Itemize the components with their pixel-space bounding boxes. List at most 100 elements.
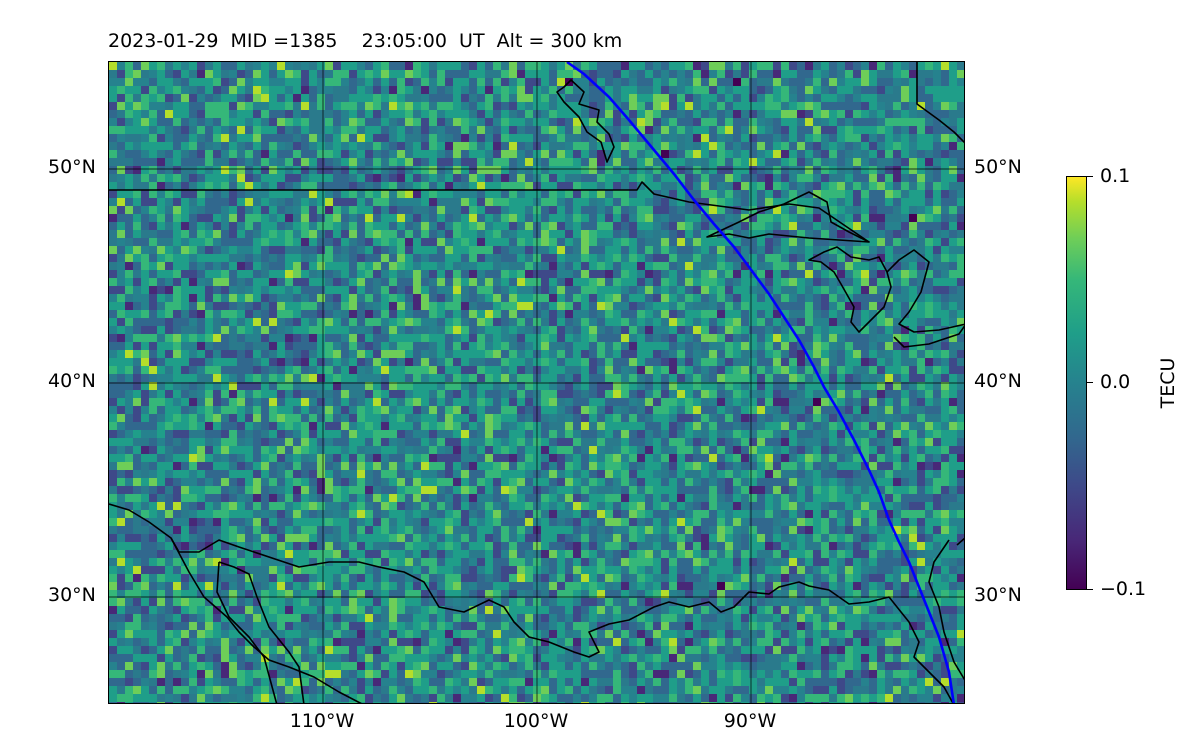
heatmap-cell (869, 174, 877, 182)
heatmap-cell (293, 254, 301, 262)
heatmap-cell (629, 182, 637, 190)
heatmap-cell (685, 222, 693, 230)
heatmap-cell (213, 118, 221, 126)
heatmap-cell (293, 358, 301, 366)
heatmap-cell (805, 326, 813, 334)
heatmap-cell (469, 198, 477, 206)
heatmap-cell (381, 382, 389, 390)
heatmap-cell (117, 382, 125, 390)
heatmap-cell (525, 102, 533, 110)
heatmap-cell (725, 78, 733, 86)
heatmap-cell (717, 198, 725, 206)
heatmap-cell (813, 374, 821, 382)
heatmap-cell (157, 206, 165, 214)
heatmap-cell (781, 438, 789, 446)
heatmap-cell (949, 254, 957, 262)
heatmap-cell (549, 206, 557, 214)
heatmap-cell (253, 246, 261, 254)
heatmap-cell (869, 462, 877, 470)
heatmap-cell (629, 190, 637, 198)
heatmap-cell (181, 102, 189, 110)
heatmap-cell (277, 390, 285, 398)
heatmap-cell (453, 350, 461, 358)
heatmap-cell (245, 318, 253, 326)
heatmap-cell (629, 78, 637, 86)
heatmap-cell (693, 126, 701, 134)
heatmap-cell (109, 470, 117, 478)
heatmap-cell (469, 382, 477, 390)
heatmap-cell (133, 126, 141, 134)
heatmap-cell (181, 238, 189, 246)
heatmap-cell (333, 278, 341, 286)
heatmap-cell (189, 222, 197, 230)
heatmap-cell (421, 470, 429, 478)
heatmap-cell (493, 198, 501, 206)
heatmap-cell (245, 182, 253, 190)
heatmap-cell (301, 286, 309, 294)
heatmap-cell (445, 438, 453, 446)
heatmap-cell (149, 342, 157, 350)
heatmap-cell (509, 102, 517, 110)
heatmap-cell (565, 302, 573, 310)
heatmap-cell (877, 326, 885, 334)
heatmap-cell (261, 406, 269, 414)
heatmap-cell (405, 326, 413, 334)
heatmap-cell (685, 318, 693, 326)
heatmap-cell (373, 158, 381, 166)
heatmap-cell (645, 470, 653, 478)
heatmap-cell (565, 470, 573, 478)
heatmap-cell (821, 406, 829, 414)
heatmap-cell (693, 110, 701, 118)
heatmap-cell (661, 150, 669, 158)
heatmap-cell (493, 110, 501, 118)
heatmap-cell (605, 182, 613, 190)
heatmap-cell (189, 150, 197, 158)
heatmap-cell (333, 190, 341, 198)
heatmap-cell (349, 366, 357, 374)
heatmap-cell (549, 478, 557, 486)
heatmap-cell (285, 462, 293, 470)
heatmap-cell (573, 262, 581, 270)
heatmap-cell (269, 478, 277, 486)
heatmap-cell (253, 462, 261, 470)
heatmap-cell (269, 326, 277, 334)
title-time: 23:05:00 UT (361, 30, 485, 52)
heatmap-cell (293, 262, 301, 270)
heatmap-cell (341, 438, 349, 446)
heatmap-cell (525, 342, 533, 350)
heatmap-cell (269, 62, 277, 70)
heatmap-cell (437, 422, 445, 430)
heatmap-cell (869, 182, 877, 190)
heatmap-cell (325, 294, 333, 302)
heatmap-cell (133, 278, 141, 286)
heatmap-cell (933, 206, 941, 214)
heatmap-cell (237, 198, 245, 206)
heatmap-cell (541, 278, 549, 286)
heatmap-cell (485, 310, 493, 318)
heatmap-cell (573, 438, 581, 446)
heatmap-cell (757, 374, 765, 382)
heatmap-cell (293, 414, 301, 422)
heatmap-cell (349, 310, 357, 318)
heatmap-cell (541, 294, 549, 302)
heatmap-cell (149, 358, 157, 366)
heatmap-cell (557, 198, 565, 206)
heatmap-cell (629, 118, 637, 126)
heatmap-cell (437, 398, 445, 406)
heatmap-cell (517, 350, 525, 358)
heatmap-cell (453, 446, 461, 454)
heatmap-cell (357, 94, 365, 102)
heatmap-cell (885, 334, 893, 342)
heatmap-cell (925, 310, 933, 318)
heatmap-cell (621, 398, 629, 406)
heatmap-cell (493, 390, 501, 398)
heatmap-cell (221, 182, 229, 190)
heatmap-cell (581, 406, 589, 414)
heatmap-cell (637, 318, 645, 326)
heatmap-cell (901, 198, 909, 206)
heatmap-cell (709, 318, 717, 326)
heatmap-cell (181, 94, 189, 102)
heatmap-cell (797, 358, 805, 366)
heatmap-cell (109, 94, 117, 102)
heatmap-cell (485, 366, 493, 374)
